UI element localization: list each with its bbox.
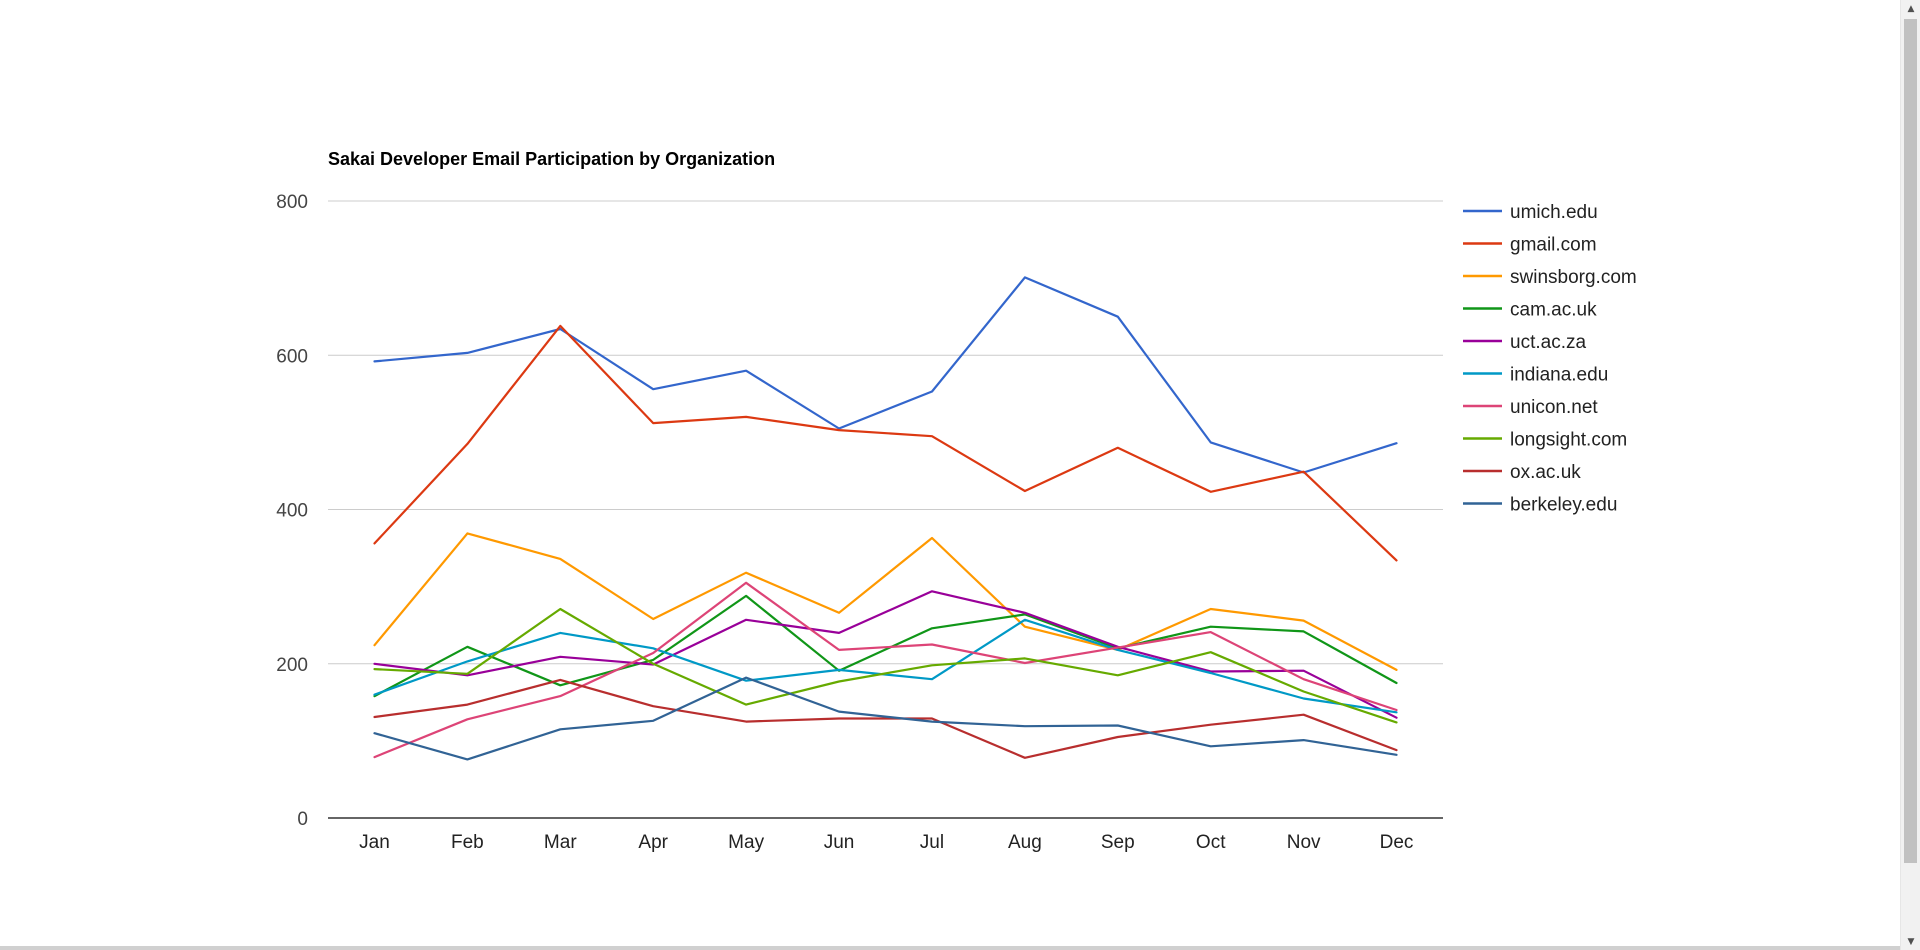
series-line-swinsborg-com[interactable]	[373, 532, 1398, 672]
series-line-cam-ac-uk[interactable]	[373, 594, 1398, 698]
series-line-ox-ac-uk[interactable]	[373, 678, 1398, 759]
legend-label[interactable]: indiana.edu	[1510, 365, 1608, 386]
scroll-down-arrow-icon[interactable]: ▼	[1907, 936, 1915, 947]
x-tick-label: Jan	[359, 832, 390, 853]
legend-label[interactable]: umich.edu	[1510, 202, 1598, 223]
gridlines	[328, 200, 1443, 819]
y-tick-label: 200	[276, 655, 308, 676]
y-tick-label: 400	[276, 501, 308, 522]
x-tick-label: May	[728, 832, 764, 853]
scrollbar-thumb[interactable]	[1904, 19, 1917, 863]
legend-label[interactable]: ox.ac.uk	[1510, 462, 1581, 483]
series-line-uct-ac-za[interactable]	[373, 590, 1398, 719]
series-line-umich-edu[interactable]	[373, 276, 1398, 474]
series-line-longsight-com[interactable]	[373, 607, 1398, 724]
x-tick-label: Aug	[1008, 832, 1042, 853]
x-tick-label: Nov	[1287, 832, 1321, 853]
legend-label[interactable]: berkeley.edu	[1510, 495, 1617, 516]
legend: umich.edu gmail.com swinsborg.com cam.ac.uk…	[1463, 202, 1637, 516]
y-tick-label: 600	[276, 346, 308, 367]
legend-label[interactable]: uct.ac.za	[1510, 332, 1586, 353]
series-line-indiana-edu[interactable]	[373, 618, 1398, 714]
x-tick-label: Jul	[920, 832, 944, 853]
x-tick-label: Oct	[1196, 832, 1226, 853]
x-tick-label: Feb	[451, 832, 484, 853]
bottom-edge	[0, 946, 1900, 950]
x-tick-label: Jun	[824, 832, 855, 853]
scroll-up-arrow-icon[interactable]: ▲	[1907, 3, 1915, 14]
x-tick-label: Sep	[1101, 832, 1135, 853]
y-tick-label: 800	[276, 192, 308, 213]
y-tick-label: 0	[297, 809, 308, 830]
legend-label[interactable]: unicon.net	[1510, 397, 1598, 418]
x-tick-label: Mar	[544, 832, 577, 853]
series-line-gmail-com[interactable]	[373, 324, 1398, 562]
series-line-berkeley-edu[interactable]	[373, 676, 1398, 761]
chart-title: Sakai Developer Email Participation by O…	[328, 149, 775, 169]
legend-label[interactable]: cam.ac.uk	[1510, 300, 1597, 321]
series-line-unicon-net[interactable]	[373, 581, 1398, 759]
x-tick-label: Dec	[1380, 832, 1414, 853]
legend-label[interactable]: swinsborg.com	[1510, 267, 1637, 288]
series-lines	[373, 276, 1398, 761]
legend-label[interactable]: longsight.com	[1510, 430, 1627, 451]
legend-label[interactable]: gmail.com	[1510, 235, 1597, 256]
vertical-scrollbar[interactable]: ▲ ▼	[1900, 0, 1920, 950]
x-tick-label: Apr	[638, 832, 668, 853]
x-axis-tick-labels: Jan Feb Mar Apr May Jun Jul Aug Sep Oct Nov Dec	[359, 832, 1413, 853]
y-axis-tick-labels: 0 200 400 600 800	[276, 192, 308, 830]
